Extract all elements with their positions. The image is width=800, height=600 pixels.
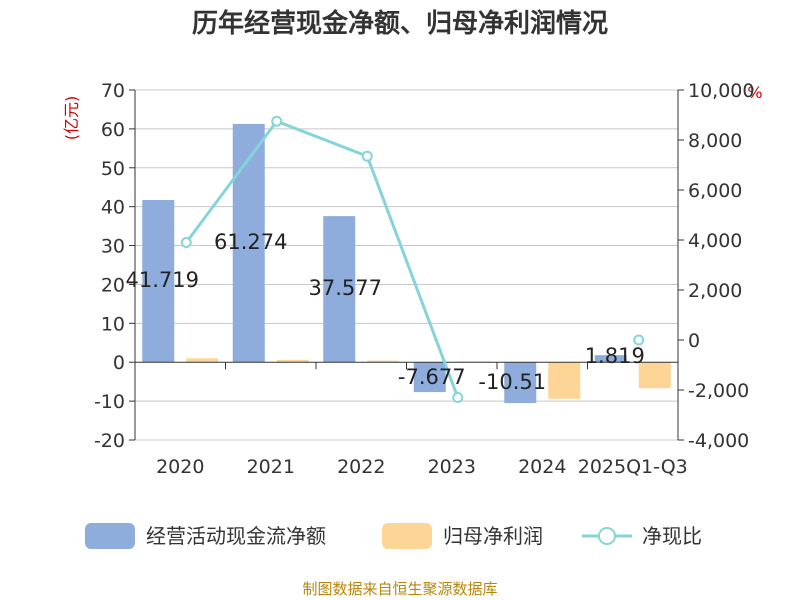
bars [142, 123, 671, 404]
ratio-line-segment [185, 120, 278, 244]
left-tick-label: 0 [113, 352, 125, 374]
ratio-point [271, 115, 283, 127]
right-tick-label: 4,000 [688, 230, 742, 252]
left-tick-label: 70 [101, 80, 125, 102]
category-label: 2024 [518, 456, 566, 478]
cash-flow-data-label: 41.719 [126, 268, 199, 292]
left-tick-label: 10 [101, 313, 125, 335]
cash-flow-bar [413, 362, 446, 393]
category-label: 2020 [156, 456, 204, 478]
cash-flow-data-label: 1.819 [585, 344, 645, 368]
right-tick-label: -2,000 [688, 380, 749, 402]
cash-flow-bar [323, 216, 356, 363]
left-tick-label: 50 [101, 158, 125, 180]
left-tick-label: 40 [101, 197, 125, 219]
right-tick-label: -4,000 [688, 430, 749, 452]
category-label: 2023 [428, 456, 476, 478]
ratio-line-segment [276, 119, 368, 158]
left-axis-unit: (亿元) [62, 96, 81, 141]
left-tick-label: 30 [101, 236, 125, 258]
source-note: 制图数据来自恒生聚源数据库 [302, 580, 497, 598]
left-tick-label: -20 [94, 430, 125, 452]
axes: 70 60 50 40 30 20 10 0 -10 -20 10,000 8,000 6,000 4,0… [94, 80, 755, 478]
ratio-point [361, 150, 373, 162]
cash-flow-bar [232, 123, 265, 363]
legend-label-net-profit: 归母净利润 [443, 524, 543, 548]
cash-flow-data-label: -10.51 [478, 370, 546, 394]
left-tick-label: -10 [94, 391, 125, 413]
ratio-point [452, 392, 464, 403]
category-label: 2025Q1-Q3 [578, 456, 688, 478]
category-label: 2022 [337, 456, 385, 478]
cash-flow-data-label: -7.677 [398, 365, 466, 389]
net-profit-bar [186, 358, 219, 363]
cash-flow-data-label: 61.274 [214, 230, 287, 254]
right-tick-label: 10,000 [688, 80, 754, 102]
net-profit-bar [638, 362, 671, 389]
net-profit-bar [367, 360, 400, 363]
right-tick-label: 6,000 [688, 180, 742, 202]
net-profit-bar [276, 359, 309, 363]
left-tick-label: 20 [101, 274, 125, 296]
category-label: 2021 [247, 456, 295, 478]
cash-flow-bar [594, 355, 627, 363]
cash-flow-bar [504, 362, 537, 404]
cash-flow-bar [142, 199, 175, 363]
legend: 经营活动现金流净额 归母净利润 净现比 [85, 523, 702, 549]
legend-label-cash-flow: 经营活动现金流净额 [146, 524, 326, 548]
legend-swatch-cash-flow [85, 523, 135, 549]
right-tick-label: 2,000 [688, 280, 742, 302]
left-tick-label: 60 [101, 119, 125, 141]
ratio-point [180, 237, 192, 248]
cash-flow-data-label: 37.577 [309, 276, 382, 300]
ratio-line [180, 115, 645, 403]
data-labels: 41.719 61.274 37.577 -7.677 -10.51 1.819 [126, 230, 645, 394]
legend-label-ratio: 净现比 [642, 524, 702, 548]
chart-title: 历年经营现金净额、归母净利润情况 [192, 8, 608, 39]
net-profit-bar [548, 362, 581, 399]
legend-marker-ratio [598, 527, 616, 545]
right-axis-unit: % [747, 83, 762, 102]
legend-swatch-net-profit [382, 523, 432, 549]
right-tick-label: 0 [688, 330, 700, 352]
gridlines [135, 89, 678, 441]
right-tick-label: 8,000 [688, 130, 742, 152]
ratio-line-segment [365, 155, 460, 399]
ratio-point [633, 334, 645, 346]
